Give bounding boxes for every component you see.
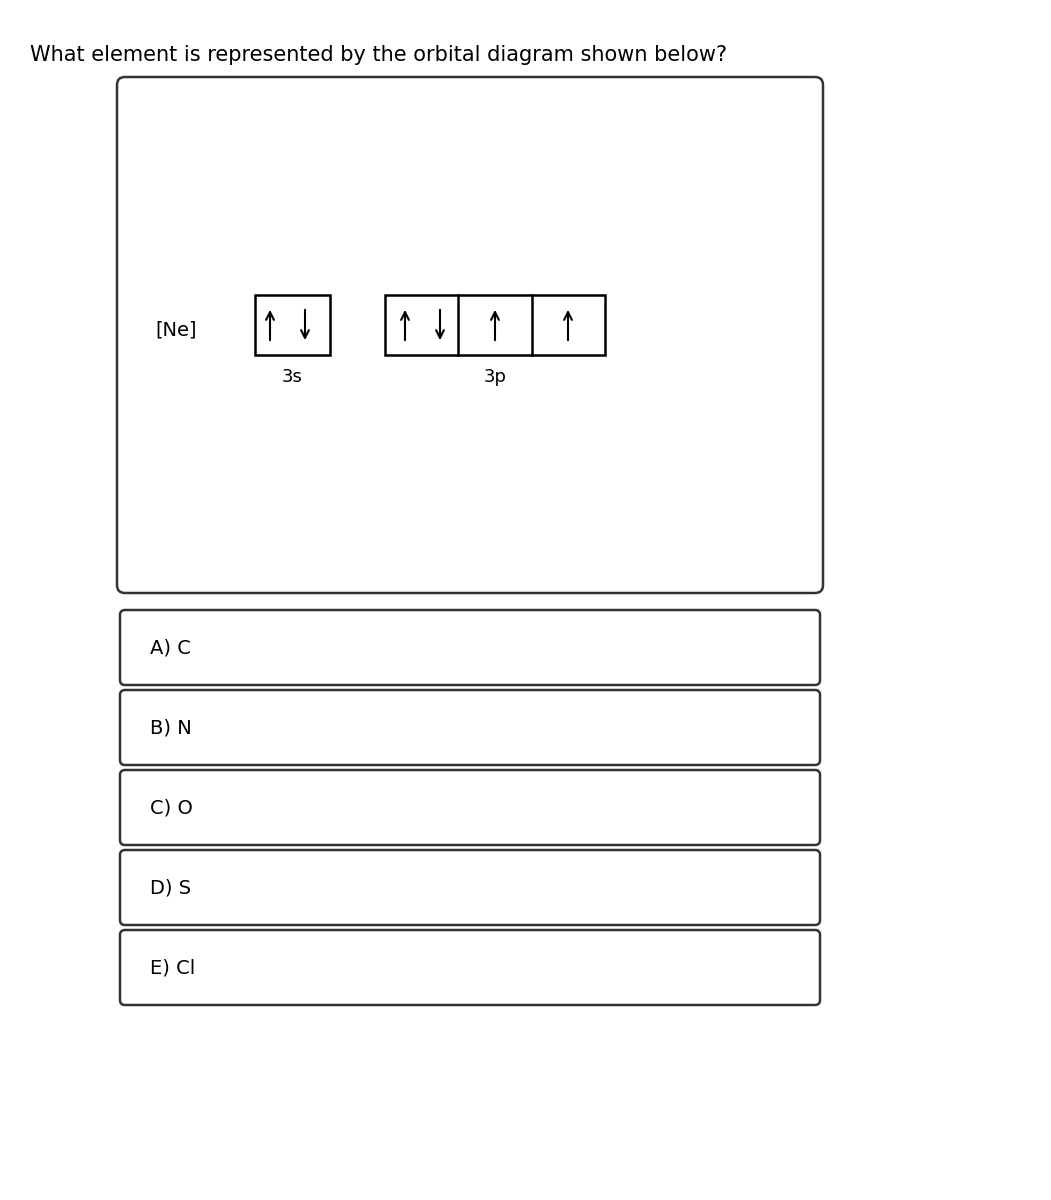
Text: A) C: A) C bbox=[150, 638, 191, 658]
Text: E) Cl: E) Cl bbox=[150, 958, 195, 977]
Text: 3s: 3s bbox=[282, 368, 303, 386]
Text: [Ne]: [Ne] bbox=[154, 320, 197, 340]
FancyBboxPatch shape bbox=[120, 930, 820, 1006]
Text: D) S: D) S bbox=[150, 878, 191, 898]
Text: What element is represented by the orbital diagram shown below?: What element is represented by the orbit… bbox=[30, 44, 727, 65]
FancyBboxPatch shape bbox=[120, 770, 820, 845]
Bar bbox=[255, 295, 330, 355]
FancyBboxPatch shape bbox=[120, 690, 820, 766]
Bar bbox=[385, 295, 605, 355]
FancyBboxPatch shape bbox=[117, 77, 823, 593]
Text: 3p: 3p bbox=[483, 368, 507, 386]
FancyBboxPatch shape bbox=[120, 850, 820, 925]
FancyBboxPatch shape bbox=[120, 610, 820, 685]
Text: C) O: C) O bbox=[150, 798, 193, 817]
Text: B) N: B) N bbox=[150, 718, 191, 737]
